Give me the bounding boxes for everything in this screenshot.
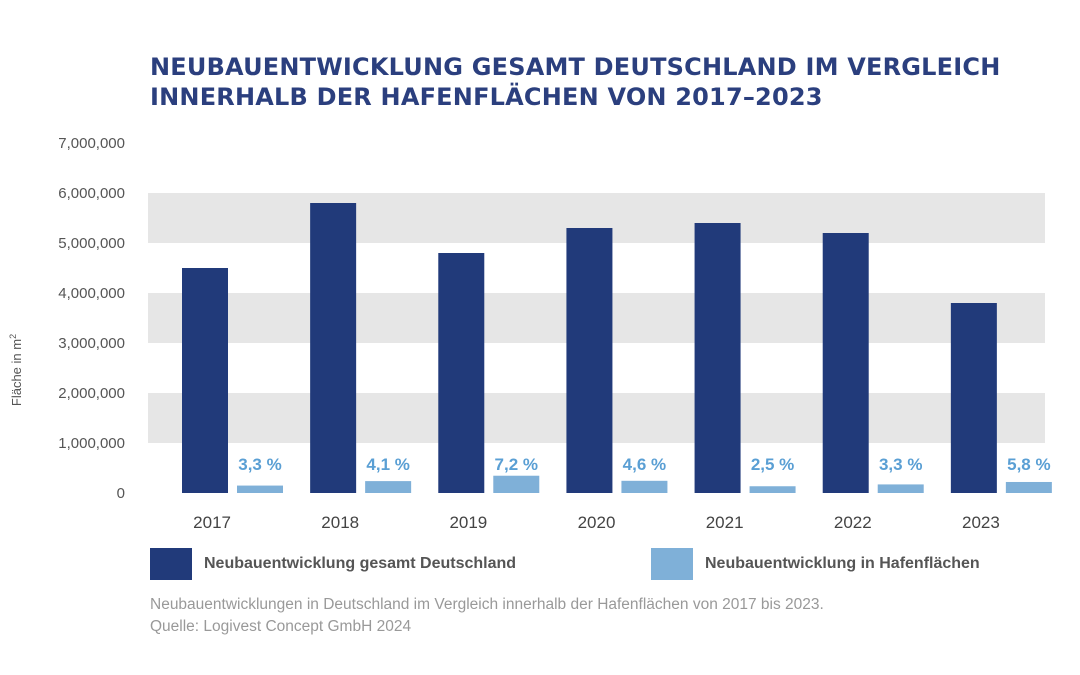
legend-swatch-harbor: [651, 548, 693, 580]
bar-harbor: [237, 485, 283, 493]
bar-germany: [950, 303, 997, 493]
bar-germany: [182, 268, 228, 493]
x-axis-ticks: 2017 2018 2019 2020 2021 2022 2023: [193, 513, 1000, 532]
bar-harbor-percent-label: 7,2 %: [495, 455, 538, 474]
bar-harbor: [493, 475, 540, 493]
bar-harbor: [365, 481, 412, 493]
legend-swatch-germany: [150, 548, 192, 580]
y-tick-label: 2,000,000: [58, 385, 125, 402]
x-tick-label: 2023: [962, 513, 1000, 532]
bar-chart: 0 1,000,000 2,000,000 3,000,000 4,000,000 5,0…: [8, 135, 1052, 532]
caption-line-1: Neubauentwicklungen in Deutschland im Ve…: [150, 596, 824, 613]
y-tick-label: 0: [117, 485, 125, 502]
x-tick-label: 2022: [834, 513, 872, 532]
x-tick-label: 2020: [578, 513, 616, 532]
y-axis-label-superscript: 2: [8, 334, 18, 339]
bar-harbor-percent-label: 3,3 %: [238, 455, 281, 474]
bar-harbor-percent-label: 4,1 %: [366, 455, 409, 474]
chart-title: NEUBAUENTWICKLUNG GESAMT DEUTSCHLAND IM …: [150, 52, 1001, 112]
legend-label-germany: Neubauentwicklung gesamt Deutschland: [204, 555, 517, 572]
y-tick-label: 3,000,000: [58, 335, 125, 352]
bar-harbor: [1005, 481, 1052, 493]
bar-germany: [694, 223, 741, 493]
bar-germany: [438, 253, 485, 493]
bar-harbor: [749, 486, 796, 493]
legend-item-germany: Neubauentwicklung gesamt Deutschland: [150, 548, 516, 580]
y-tick-label: 6,000,000: [58, 185, 125, 202]
y-tick-label: 4,000,000: [58, 285, 125, 302]
x-tick-label: 2018: [321, 513, 359, 532]
y-axis-label-text: Fläche in m: [9, 339, 24, 406]
bar-harbor-percent-label: 4,6 %: [623, 455, 666, 474]
chart-title-line-2: INNERHALB DER HAFENFLÄCHEN VON 2017–2023: [150, 83, 823, 111]
chart-caption: Neubauentwicklungen in Deutschland im Ve…: [150, 594, 824, 638]
bar-harbor-percent-label: 3,3 %: [879, 455, 922, 474]
bar-harbor: [621, 480, 668, 493]
legend-item-harbor: Neubauentwicklung in Hafenflächen: [651, 548, 980, 580]
y-axis-label: Fläche in m2: [8, 334, 24, 406]
x-tick-label: 2017: [193, 513, 231, 532]
bar-germany: [566, 228, 613, 493]
x-tick-label: 2021: [706, 513, 744, 532]
y-axis-ticks: 0 1,000,000 2,000,000 3,000,000 4,000,000 5,0…: [58, 135, 125, 502]
bar-germany: [822, 233, 869, 493]
chart-title-line-1: NEUBAUENTWICKLUNG GESAMT DEUTSCHLAND IM …: [150, 53, 1001, 81]
bars: 3,3 % 4,1 % 7,2 % 4,6 % 2,5 % 3,3 % 5,8 %: [182, 203, 1052, 493]
caption-line-2: Quelle: Logivest Concept GmbH 2024: [150, 618, 412, 635]
bar-germany: [310, 203, 357, 493]
bar-harbor: [877, 484, 924, 493]
y-tick-label: 7,000,000: [58, 135, 125, 152]
y-tick-label: 1,000,000: [58, 435, 125, 452]
bar-harbor-percent-label: 5,8 %: [1007, 455, 1050, 474]
x-tick-label: 2019: [449, 513, 487, 532]
legend-label-harbor: Neubauentwicklung in Hafenflächen: [705, 555, 980, 572]
bar-harbor-percent-label: 2,5 %: [751, 455, 794, 474]
y-tick-label: 5,000,000: [58, 235, 125, 252]
